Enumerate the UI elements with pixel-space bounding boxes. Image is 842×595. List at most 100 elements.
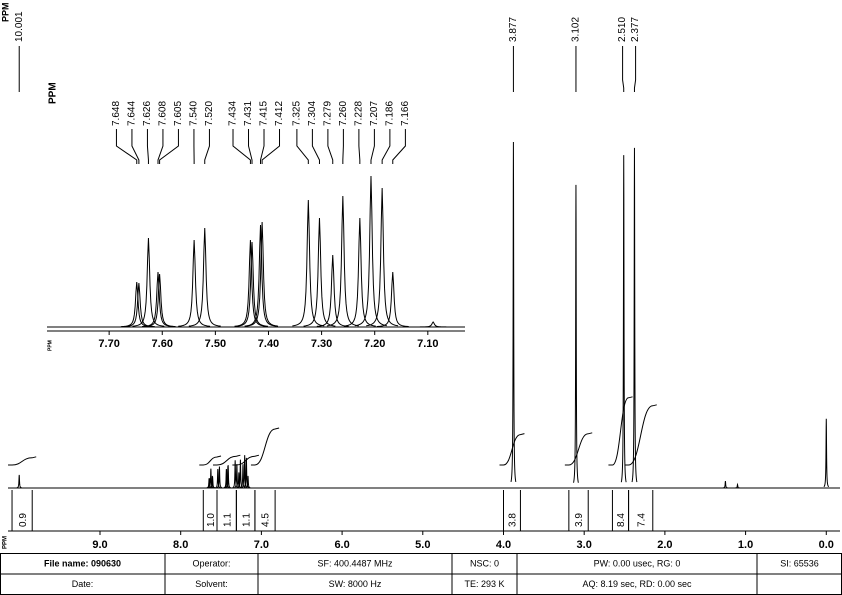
peak-label: 7.304	[307, 101, 318, 126]
x-tick-label: 3.0	[577, 539, 592, 551]
integral-label: 1.1	[222, 513, 233, 527]
integral-curve	[213, 454, 241, 466]
integral-label: 3.9	[574, 513, 585, 527]
peak-label: 7.644	[127, 101, 138, 126]
integral-curve	[232, 454, 260, 466]
peak	[417, 321, 450, 328]
peak-label-leader	[633, 46, 637, 92]
peak-label-leader	[248, 129, 253, 164]
table-cell: AQ: 8.19 sec, RD: 0.00 sec	[582, 579, 692, 589]
peak	[236, 472, 242, 489]
peak-label-leader	[204, 129, 210, 164]
label-heading: PPM	[48, 82, 59, 104]
peak	[292, 199, 325, 327]
x-tick-label: 8.0	[173, 539, 188, 551]
peak-label-leader	[131, 129, 140, 164]
parameter-table: File name: 090630 Operator: SF: 400.4487 M…	[0, 553, 842, 595]
integral-curve	[199, 455, 222, 466]
spectrum-0: PPM PPM 9.0 8.0 7.0 6.0 5.0 4.0 3.0 2.0 1.0 0.0 10.0…	[0, 2, 840, 551]
peak-label: 7.626	[142, 101, 153, 126]
peak-label-leader	[260, 129, 265, 164]
x-tick-label: 5.0	[415, 539, 430, 551]
peak-label-leader	[311, 129, 320, 164]
peak-label-leader	[622, 46, 625, 92]
peak-label: 7.415	[259, 101, 270, 126]
peak	[631, 147, 638, 483]
peak	[303, 217, 336, 327]
peak-label-leader	[358, 129, 361, 164]
peak-label: 2.510	[617, 17, 628, 42]
peak-label-leader	[342, 129, 344, 164]
peak-label: 3.877	[508, 17, 519, 42]
integral-label: 8.4	[616, 513, 627, 527]
peak	[620, 155, 627, 483]
peak	[823, 418, 830, 488]
peak	[208, 468, 214, 489]
label-heading: PPM	[0, 2, 10, 22]
peak	[215, 468, 221, 489]
table-cell: Date:	[72, 579, 94, 589]
table-cell: File name: 090630	[44, 558, 121, 568]
peak-label: 7.260	[338, 101, 349, 126]
peak-label: 7.648	[111, 101, 122, 126]
peak-label: 7.608	[158, 101, 169, 126]
peak	[188, 227, 221, 327]
peak	[225, 465, 231, 489]
peak-label: 7.434	[228, 101, 239, 126]
peak-label: 7.207	[369, 101, 380, 126]
integral-label: 7.4	[636, 513, 647, 527]
table-cell: Solvent:	[195, 579, 228, 589]
peak-label-leader	[115, 129, 138, 164]
table-cell: SI: 65536	[780, 558, 819, 568]
peak	[246, 221, 279, 327]
peak-label: 7.228	[354, 101, 365, 126]
peak	[573, 184, 579, 483]
peak-label-leader	[392, 129, 406, 164]
x-tick-label: 2.0	[657, 539, 672, 551]
x-tick-label: 0.0	[819, 539, 834, 551]
peak	[245, 475, 251, 489]
x-tick-label: 7.40	[258, 338, 279, 350]
x-tick-label: 7.10	[417, 338, 438, 350]
x-axis-label: PPM	[47, 340, 53, 351]
peak	[232, 460, 238, 488]
peak-label-leader	[146, 129, 149, 164]
peak	[316, 254, 349, 327]
peak-label-leader	[381, 129, 391, 164]
integral-label: 4.5	[261, 513, 272, 527]
peak	[722, 481, 728, 489]
integral-curve	[8, 456, 37, 466]
x-tick-label: 7.70	[98, 338, 119, 350]
peak	[120, 281, 153, 328]
table-cell: PW: 0.00 usec, RG: 0	[594, 558, 681, 568]
x-tick-label: 1.0	[738, 539, 753, 551]
peak	[210, 476, 216, 489]
peak-label-leader	[157, 129, 164, 164]
spectrum-1: PPM PPM 7.70 7.60 7.50 7.40 7.30 7.20 7.10 7.648 7…	[47, 82, 465, 351]
peak-label: 7.186	[385, 101, 396, 126]
integral-curve	[499, 433, 525, 466]
x-tick-label: 7.20	[364, 338, 385, 350]
integral-label: 1.0	[206, 513, 217, 527]
peak	[16, 474, 22, 489]
integral-label: 3.8	[508, 513, 519, 527]
peak	[216, 466, 223, 489]
integral-curve	[250, 427, 280, 466]
peak-label-leader	[159, 129, 179, 164]
peak-label: 7.540	[189, 101, 200, 126]
integral-curve	[564, 432, 593, 466]
peak	[224, 469, 230, 489]
table-cell: NSC: 0	[470, 558, 499, 568]
peak-label-leader	[261, 129, 281, 164]
x-tick-label: 7.50	[205, 338, 226, 350]
peak	[366, 187, 399, 327]
integral-label: 0.9	[18, 513, 29, 527]
peak-label: 7.279	[323, 101, 334, 126]
peak	[326, 195, 359, 327]
x-tick-label: 6.0	[334, 539, 349, 551]
peak	[243, 457, 249, 488]
table-cell: Operator:	[192, 558, 230, 568]
peak-label: 10.001	[14, 11, 25, 42]
x-tick-label: 7.30	[311, 338, 332, 350]
